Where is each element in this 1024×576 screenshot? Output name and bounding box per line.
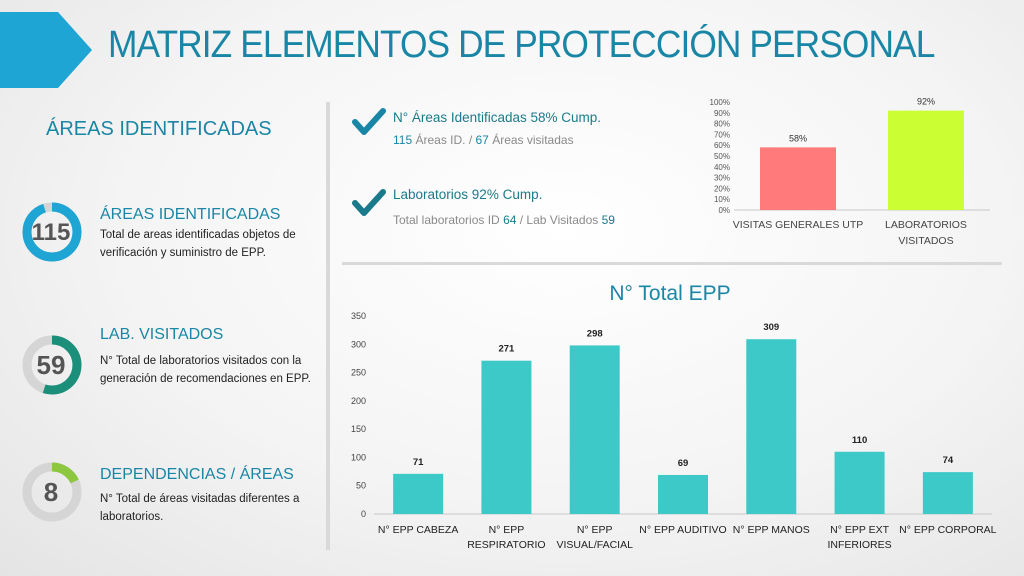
y-tick-label: 0: [361, 509, 366, 519]
bar: [658, 474, 708, 514]
bar: [834, 451, 885, 514]
y-tick-label: 60%: [714, 141, 730, 150]
y-tick-label: 50: [356, 481, 366, 491]
stat-value: 59: [601, 213, 615, 227]
y-tick-label: 150: [351, 424, 366, 434]
y-tick-label: 80%: [714, 120, 730, 129]
y-tick-label: 10%: [714, 195, 730, 204]
data-label: 110: [852, 435, 867, 446]
bar: [746, 339, 797, 514]
y-tick-label: 100: [351, 452, 366, 462]
data-label: 309: [763, 322, 779, 333]
y-tick-label: 90%: [714, 109, 730, 118]
x-tick-label: VISUAL/FACIAL: [556, 539, 633, 551]
kpi-title: DEPENDENCIAS / ÁREAS: [100, 466, 294, 483]
y-tick-label: 20%: [714, 184, 730, 193]
stat-title-labs: Laboratorios 92% Cump.: [393, 187, 543, 202]
percentage-bar-chart: 0% 10% 20%30% 40% 50% 60% 70%80% 90% 100% 58% VISI…: [710, 97, 990, 247]
y-tick-label: 100%: [710, 98, 730, 107]
x-tick-label: INFERIORES: [827, 539, 891, 551]
y-tick-label: 250: [351, 368, 366, 378]
chart-title: N° Total EPP: [609, 282, 731, 305]
stat-text: Áreas ID. /: [412, 133, 476, 147]
stat-value: 115: [393, 133, 413, 147]
kpi-number: 8: [44, 477, 58, 507]
stat-value: 67: [475, 133, 489, 147]
bar: [922, 472, 973, 514]
x-tick-label: N° EPP CORPORAL: [899, 524, 997, 536]
stat-subtitle-areas: 115 Áreas ID. / 67 Áreas visitadas: [393, 133, 574, 147]
x-tick-label: RESPIRATORIO: [467, 539, 545, 551]
y-tick-label: 200: [351, 396, 366, 406]
bar: [888, 110, 964, 210]
kpi-title: ÁREAS IDENTIFICADAS: [100, 206, 281, 223]
stat-text: Total laboratorios ID: [393, 213, 504, 227]
kpi-ring-labs: 59: [22, 335, 82, 395]
y-tick-label: 350: [351, 311, 366, 321]
stat-title-areas: N° Áreas Identificadas 58% Cump.: [393, 110, 601, 125]
kpi-title: LAB. VISITADOS: [100, 326, 224, 343]
data-label: 69: [678, 458, 689, 469]
x-tick-label: N° EPP: [489, 524, 525, 536]
checkmark-icon: [352, 108, 386, 135]
page-title: MATRIZ ELEMENTOS DE PROTECCIÓN PERSONAL: [108, 24, 935, 66]
kpi-description: Total de areas identificadas objetos de …: [100, 229, 296, 259]
bar: [569, 345, 620, 514]
x-tick-label: N° EPP MANOS: [733, 524, 810, 536]
x-tick-label: VISITAS GENERALES UTP: [733, 219, 864, 231]
x-tick-label: VISITADOS: [898, 235, 953, 247]
data-label: 71: [413, 457, 424, 468]
data-label: 58%: [789, 133, 807, 143]
data-label: 74: [943, 455, 954, 466]
data-label: 298: [587, 328, 603, 339]
x-tick-label: LABORATORIOS: [885, 219, 967, 231]
horizontal-divider: [342, 262, 1002, 265]
kpi-ring-dependencias: 8: [22, 462, 82, 522]
stat-value: 64: [503, 213, 517, 227]
y-tick-label: 300: [351, 339, 366, 349]
y-tick-label: 0%: [718, 206, 730, 215]
y-tick-label: 50%: [714, 152, 730, 161]
epp-bar-chart: 0 50 100 150 200 250 300 350 71 N° EPP CABEZA 271 N…: [351, 311, 997, 551]
bar: [760, 147, 836, 210]
section-title: ÁREAS IDENTIFICADAS: [46, 118, 272, 140]
kpi-number: 59: [37, 350, 66, 380]
kpi-ring-areas: 115: [22, 202, 82, 262]
ring-progress: [22, 335, 82, 395]
kpi-description: N° Total de laboratorios visitados con l…: [100, 355, 311, 385]
x-tick-label: N° EPP CABEZA: [378, 524, 458, 536]
x-tick-label: N° EPP EXT: [830, 524, 889, 536]
kpi-number: 115: [32, 219, 71, 246]
bar: [481, 360, 532, 514]
checkmark-icon: [352, 189, 386, 216]
stat-text: / Lab Visitados: [516, 213, 602, 227]
kpi-description: N° Total de áreas visitadas diferentes a…: [100, 493, 300, 523]
y-tick-label: 70%: [714, 130, 730, 139]
ring-progress: [22, 202, 82, 262]
bar: [393, 473, 444, 514]
ring-progress: [22, 462, 82, 522]
header-arrow-shape: [0, 12, 92, 88]
vertical-divider: [326, 102, 330, 550]
data-label: 271: [498, 344, 515, 355]
y-tick-label: 40%: [714, 163, 730, 172]
data-label: 92%: [917, 97, 935, 107]
x-tick-label: N° EPP AUDITIVO: [639, 524, 726, 536]
stat-text: Áreas visitadas: [488, 133, 574, 147]
y-tick-label: 30%: [714, 174, 730, 183]
x-tick-label: N° EPP: [577, 524, 613, 536]
stat-subtitle-labs: Total laboratorios ID 64 / Lab Visitados…: [393, 213, 615, 227]
